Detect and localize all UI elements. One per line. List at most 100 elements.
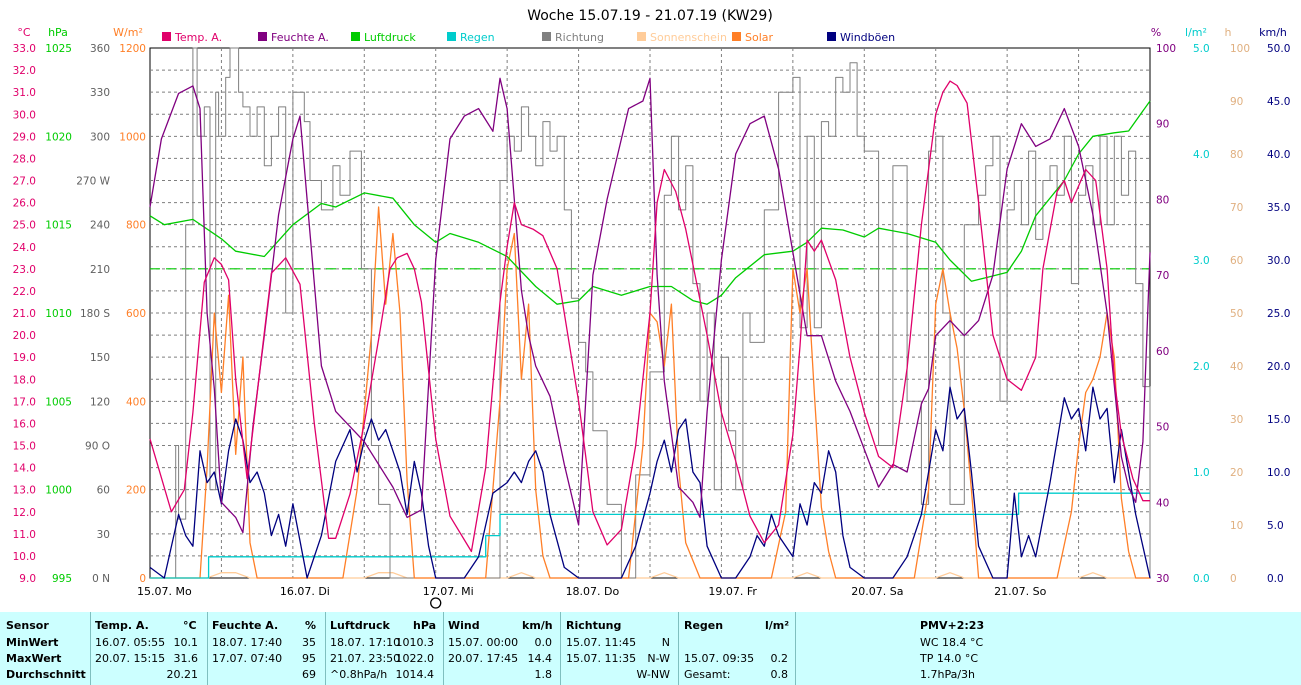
stats-wind-v-cell: 0.0 xyxy=(534,636,553,649)
direction-axis-tick: 150 xyxy=(90,352,110,364)
stats-header-temp-unit: °C xyxy=(183,619,197,632)
legend-label: Regen xyxy=(460,31,495,44)
temp-axis-tick: 25.0 xyxy=(13,220,36,232)
temp-axis-tick: 20.0 xyxy=(13,330,36,342)
legend-swatch xyxy=(732,32,741,41)
direction-axis-tick: 30 xyxy=(97,529,110,541)
legend-swatch xyxy=(637,32,646,41)
stats-dru-t-cell: 21.07. 23:50 xyxy=(330,652,401,665)
wind-axis-tick: 25.0 xyxy=(1267,308,1290,320)
stats-feu-v-cell: 69 xyxy=(302,668,316,681)
temp-axis-tick: 29.0 xyxy=(13,131,36,143)
temp-axis-tick: 13.0 xyxy=(13,485,36,497)
direction-axis-tick: 90 O xyxy=(85,441,110,453)
temp-axis-tick: 27.0 xyxy=(13,176,36,188)
temp-axis-tick: 17.0 xyxy=(13,396,36,408)
stats-wind-t-cell: 20.07. 17:45 xyxy=(448,652,519,665)
solar-axis-tick: 800 xyxy=(126,220,146,232)
stats-ri-v-cell: N xyxy=(661,636,670,649)
hum-axis-tick: 40 xyxy=(1156,497,1169,509)
weather-chart: Woche 15.07.19 - 21.07.19 (KW29) Temp. A… xyxy=(13,8,1290,609)
wind-axis-tick: 0.0 xyxy=(1267,573,1284,585)
temp-axis-tick: 21.0 xyxy=(13,308,36,320)
stats-header-feuchte-unit: % xyxy=(305,619,317,632)
rain-axis-tick: 0.0 xyxy=(1193,573,1210,585)
sun-axis-tick: 40 xyxy=(1230,361,1243,373)
temp-axis-tick: 28.0 xyxy=(13,153,36,165)
stats-header-regen-unit: l/m² xyxy=(765,619,790,632)
stats-header-druck: Luftdruck xyxy=(330,619,390,632)
rain-axis-tick: 2.0 xyxy=(1193,361,1210,373)
temp-axis-tick: 14.0 xyxy=(13,463,36,475)
sun-axis-tick: 50 xyxy=(1230,308,1243,320)
stats-extra-cell: WC 18.4 °C xyxy=(920,636,984,649)
wind-axis-tick: 35.0 xyxy=(1267,202,1290,214)
stats-header-wind-unit: km/h xyxy=(522,619,553,632)
wind-gust-line xyxy=(149,386,1151,579)
stats-extra-cell: TP 14.0 °C xyxy=(920,652,979,665)
legend-swatch xyxy=(827,32,836,41)
stats-dru-v-cell: 1014.4 xyxy=(395,668,435,681)
stats-label-cell: MaxWert xyxy=(6,652,62,665)
temp-axis-tick: 30.0 xyxy=(13,109,36,121)
wind-axis-tick: 30.0 xyxy=(1267,255,1290,267)
direction-axis-tick: 240 xyxy=(90,220,110,232)
sun-axis-tick: 0 xyxy=(1230,573,1237,585)
direction-axis-tick: 270 W xyxy=(76,176,110,188)
stats-extra-cell: 1.7hPa/3h xyxy=(920,668,976,681)
direction-axis-tick: 60 xyxy=(97,485,110,497)
wind-axis-tick: 10.0 xyxy=(1267,467,1290,479)
temp-axis-tick: 19.0 xyxy=(13,352,36,364)
current-time-marker xyxy=(430,597,442,609)
hum-axis-tick: 60 xyxy=(1156,346,1169,358)
legend-label: Solar xyxy=(745,31,774,44)
stats-header-feuchte: Feuchte A. xyxy=(212,619,279,632)
temp-axis-tick: 15.0 xyxy=(13,441,36,453)
legend-label: Windböen xyxy=(840,31,895,44)
press-axis-tick: 1005 xyxy=(45,396,72,408)
stats-temp-v-cell: 31.6 xyxy=(173,652,199,665)
temp-axis-tick: 32.0 xyxy=(13,65,36,77)
wind-axis-tick: 40.0 xyxy=(1267,149,1290,161)
solar-axis-tick: 1200 xyxy=(119,43,146,55)
stats-ri-v-cell: W-NW xyxy=(636,668,670,681)
stats-header-wind: Wind xyxy=(448,619,480,632)
direction-axis-tick: 210 xyxy=(90,264,110,276)
x-tick-label: 18.07. Do xyxy=(566,585,620,598)
stats-temp-t-cell: 20.07. 15:15 xyxy=(95,652,166,665)
press-axis-tick: 995 xyxy=(52,573,72,585)
legend-label: Feuchte A. xyxy=(271,31,329,44)
temp-axis-tick: 22.0 xyxy=(13,286,36,298)
x-tick-label: 16.07. Di xyxy=(280,585,330,598)
x-tick-label: 17.07. Mi xyxy=(423,585,474,598)
sun-axis-tick: 70 xyxy=(1230,202,1243,214)
stats-reg-t-cell: 15.07. 09:35 xyxy=(684,652,755,665)
x-tick-label: 20.07. Sa xyxy=(851,585,903,598)
sun-axis-tick: 60 xyxy=(1230,255,1243,267)
temp-axis-tick: 18.0 xyxy=(13,374,36,386)
temp-axis-tick: 11.0 xyxy=(13,529,36,541)
stats-feu-v-cell: 35 xyxy=(302,636,316,649)
temp-axis-tick: 9.0 xyxy=(19,573,36,585)
wind-axis-tick: 45.0 xyxy=(1267,96,1290,108)
stats-dru-t-cell: 18.07. 17:10 xyxy=(330,636,401,649)
rain-axis-tick: 3.0 xyxy=(1193,255,1210,267)
hum-axis-unit: % xyxy=(1151,26,1161,39)
stats-header-regen: Regen xyxy=(684,619,724,632)
direction-axis-tick: 180 S xyxy=(80,308,110,320)
axes: 9.0 10.0 11.0 12.0 13.0 14.0 15.0 16.0 17.0 18.0 1… xyxy=(13,26,1290,609)
direction-axis-tick: 0 N xyxy=(92,573,110,585)
stats-temp-t-cell: 16.07. 05:55 xyxy=(95,636,166,649)
x-tick-label: 19.07. Fr xyxy=(708,585,757,598)
sun-axis-tick: 80 xyxy=(1230,149,1243,161)
legend-swatch xyxy=(351,32,360,41)
stats-dru-t-cell: ^0.8hPa/h xyxy=(330,668,388,681)
hum-axis-tick: 50 xyxy=(1156,422,1169,434)
rain-axis-tick: 5.0 xyxy=(1193,43,1210,55)
legend-swatch xyxy=(447,32,456,41)
temp-axis-tick: 31.0 xyxy=(13,87,36,99)
wind-axis-tick: 50.0 xyxy=(1267,43,1290,55)
solar-axis-tick: 600 xyxy=(126,308,146,320)
temp-axis-tick: 12.0 xyxy=(13,507,36,519)
hum-axis-tick: 90 xyxy=(1156,119,1169,131)
